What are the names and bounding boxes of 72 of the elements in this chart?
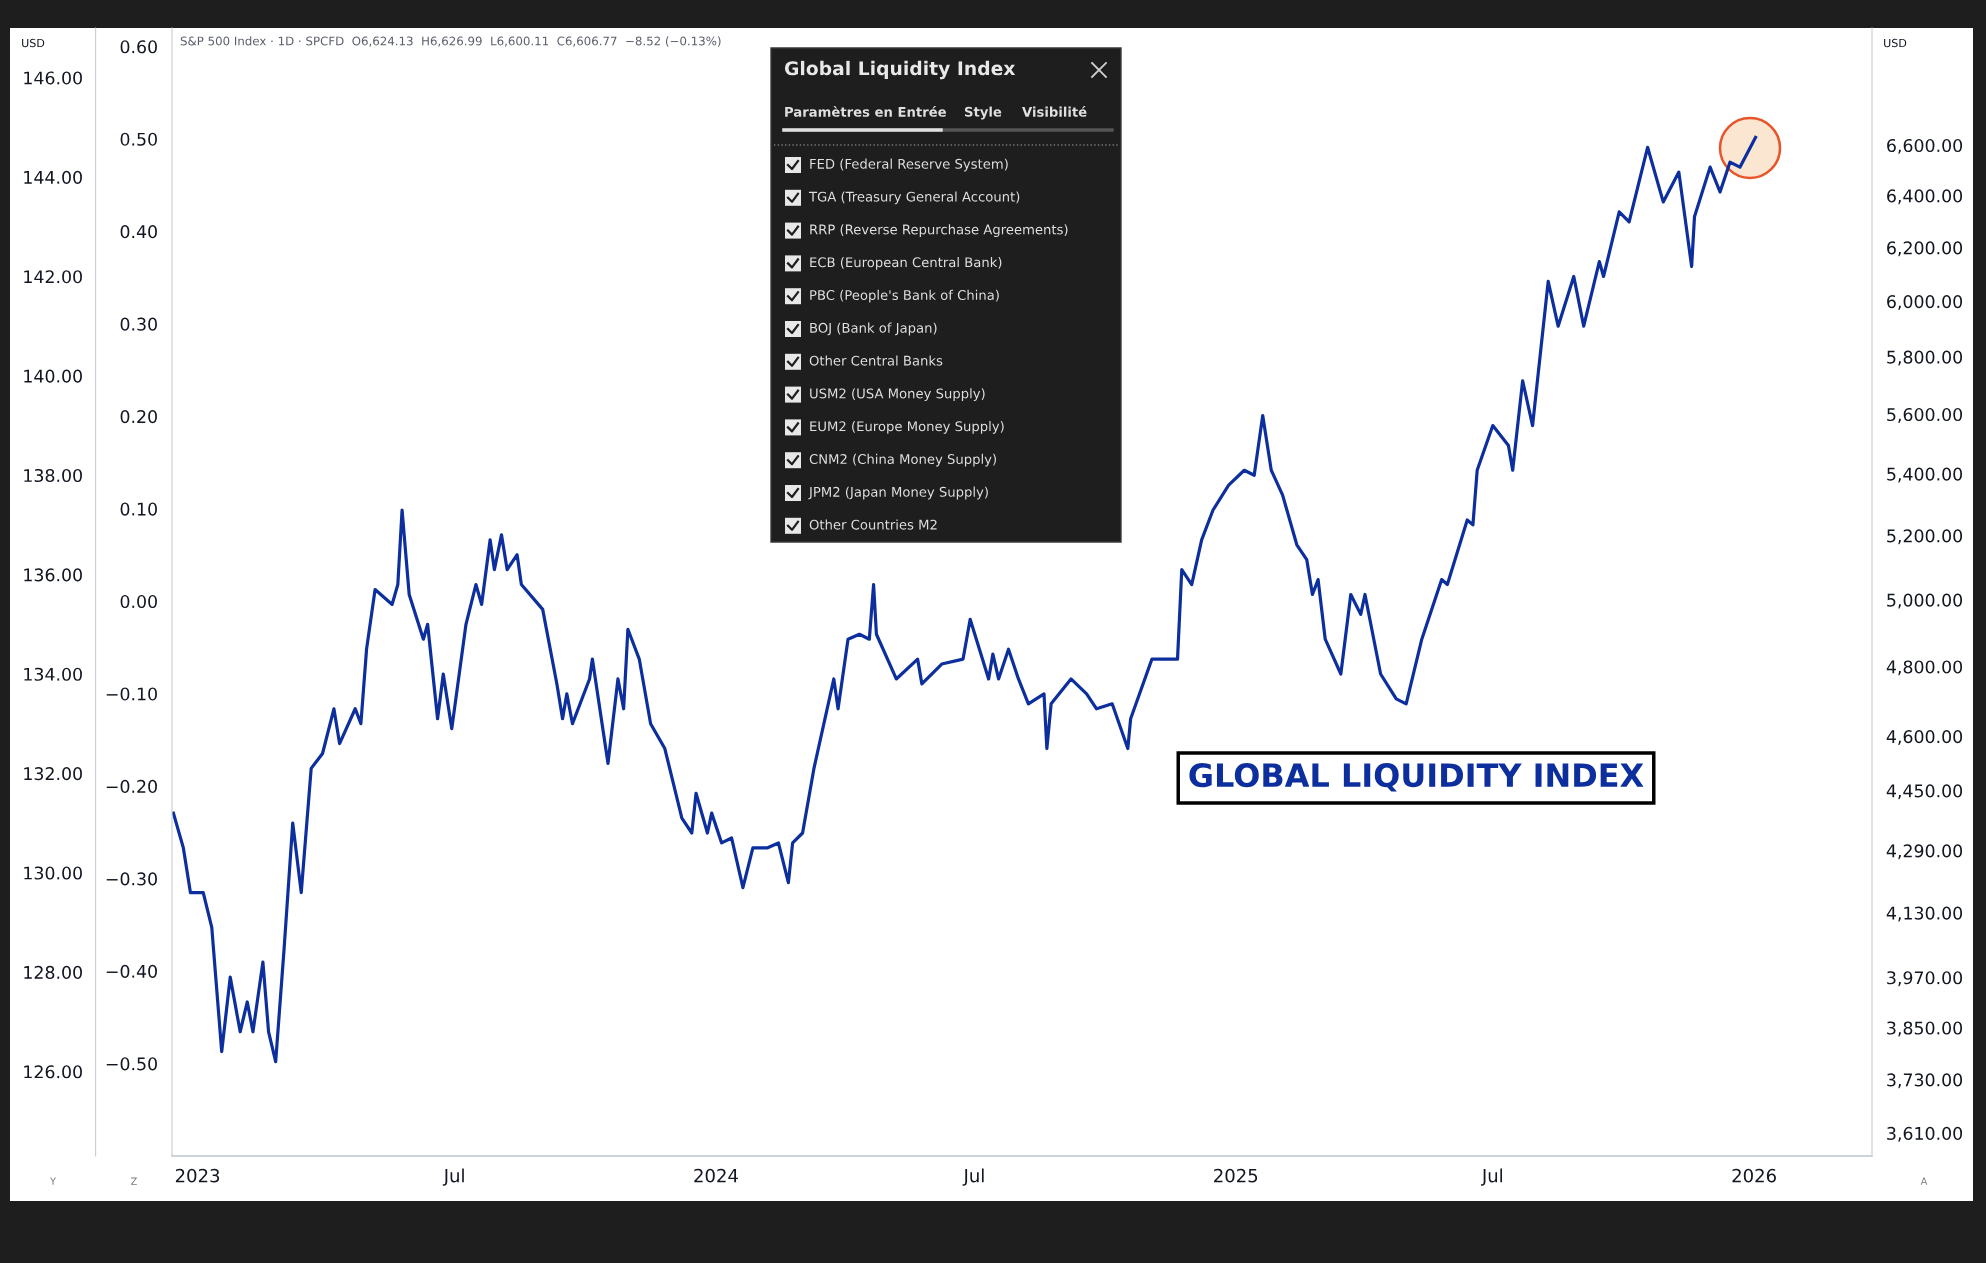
annotation: Paramètres en Entrée	[785, 106, 946, 117]
y2-tick-label: 6,000.00	[1887, 295, 1963, 310]
y2-axis-title: USD	[1884, 38, 1907, 48]
line-series	[172, 135, 1758, 1064]
y3-tick-label: −0.10	[106, 687, 157, 701]
annotation: Other Countries M2	[809, 519, 937, 530]
y2-tick-label: 4,800.00	[1886, 660, 1963, 676]
y2-tick-label: 4,600.00	[1886, 730, 1963, 745]
x-tick-label: 2023	[175, 1168, 220, 1183]
y3-tick-label: 0.50	[120, 132, 157, 146]
y2-tick-label: 4,290.00	[1886, 844, 1963, 860]
y2-tick-label: 3,610.00	[1887, 1126, 1963, 1142]
y3-tick-label: 0.00	[120, 594, 157, 609]
y2-tick-label: 4,450.00	[1886, 784, 1963, 800]
x-tick-label: Jul	[962, 1168, 984, 1186]
y3-tick-label: 0.10	[120, 502, 157, 516]
annotation: ECB (European Central Bank)	[810, 257, 1002, 270]
y2-tick-label: 3,850.00	[1887, 1021, 1963, 1037]
annotation: Style	[964, 106, 1002, 120]
x-tick-label: 2024	[694, 1168, 738, 1183]
y-tick-label: 132.00	[24, 767, 82, 781]
y3-tick-label: 0.30	[120, 317, 157, 331]
y-tick-label: 130.00	[24, 866, 82, 880]
annotation: GLOBAL LIQUIDITY INDEX	[1189, 763, 1644, 792]
y3-tick-label: −0.50	[106, 1057, 157, 1071]
y-tick-label: 146.00	[24, 71, 82, 85]
annotation: Visibilité	[1022, 106, 1087, 117]
y2-tick-label: 6,400.00	[1887, 189, 1963, 205]
x-tick-label: Jul	[1480, 1168, 1502, 1186]
y2-tick-label: 5,600.00	[1887, 407, 1963, 423]
y-tick-label: 136.00	[24, 568, 82, 582]
y-tick-label: 128.00	[24, 965, 82, 979]
annotation: BOJ (Bank of Japan)	[810, 322, 937, 336]
y3-tick-label: 0.60	[120, 40, 157, 54]
y2-tick-label: 5,800.00	[1887, 350, 1963, 366]
text: Y	[50, 1177, 56, 1185]
annotation: USM2 (USA Money Supply)	[810, 388, 985, 401]
y-tick-label: 142.00	[24, 270, 82, 284]
y2-tick-label: 4,130.00	[1886, 906, 1963, 922]
y2-tick-label: 5,000.00	[1887, 593, 1963, 609]
annotation: Other Central Banks	[809, 355, 943, 366]
text: A	[1920, 1177, 1928, 1185]
y-axis-title: USD	[22, 38, 45, 48]
y3-tick-label: 0.40	[120, 225, 157, 239]
annotation: FED (Federal Reserve System)	[810, 158, 1008, 172]
annotation: CNM2 (China Money Supply)	[809, 453, 996, 467]
y-tick-label: 140.00	[24, 369, 82, 383]
annotation: Global Liquidity Index	[784, 60, 1016, 80]
y2-tick-label: 3,730.00	[1887, 1073, 1963, 1089]
y-tick-label: 134.00	[24, 667, 82, 681]
y3-tick-label: −0.40	[106, 964, 157, 978]
x-tick-label: 2026	[1732, 1168, 1776, 1183]
y-tick-label: 126.00	[24, 1065, 82, 1079]
y3-tick-label: 0.20	[120, 410, 157, 424]
y2-tick-label: 5,400.00	[1887, 467, 1963, 483]
annotation: S&P 500 Index · 1D · SPCFD O6,624.13 H6,626.99 L6,600.11 C6,606.77 −8.52 (−0.13%)	[180, 36, 721, 47]
x-tick-label: Jul	[442, 1168, 464, 1186]
annotation: TGA (Treasury General Account)	[808, 191, 1020, 205]
y-tick-label: 144.00	[24, 170, 82, 184]
y2-tick-label: 5,200.00	[1887, 529, 1963, 545]
y3-tick-label: −0.20	[106, 779, 157, 794]
y2-tick-label: 6,600.00	[1887, 138, 1963, 154]
y2-tick-label: 3,970.00	[1887, 971, 1963, 987]
annotation: EUM2 (Europe Money Supply)	[810, 421, 1004, 434]
annotation: PBC (People's Bank of China)	[810, 289, 999, 303]
x-tick-label: 2025	[1214, 1168, 1258, 1183]
annotation: JPM2 (Japan Money Supply)	[808, 486, 988, 500]
y2-tick-label: 6,200.00	[1887, 241, 1963, 257]
annotation: RRP (Reverse Repurchase Agreements)	[810, 224, 1068, 237]
y3-tick-label: −0.30	[106, 872, 157, 886]
text: Z	[131, 1177, 137, 1185]
y-tick-label: 138.00	[24, 468, 82, 483]
